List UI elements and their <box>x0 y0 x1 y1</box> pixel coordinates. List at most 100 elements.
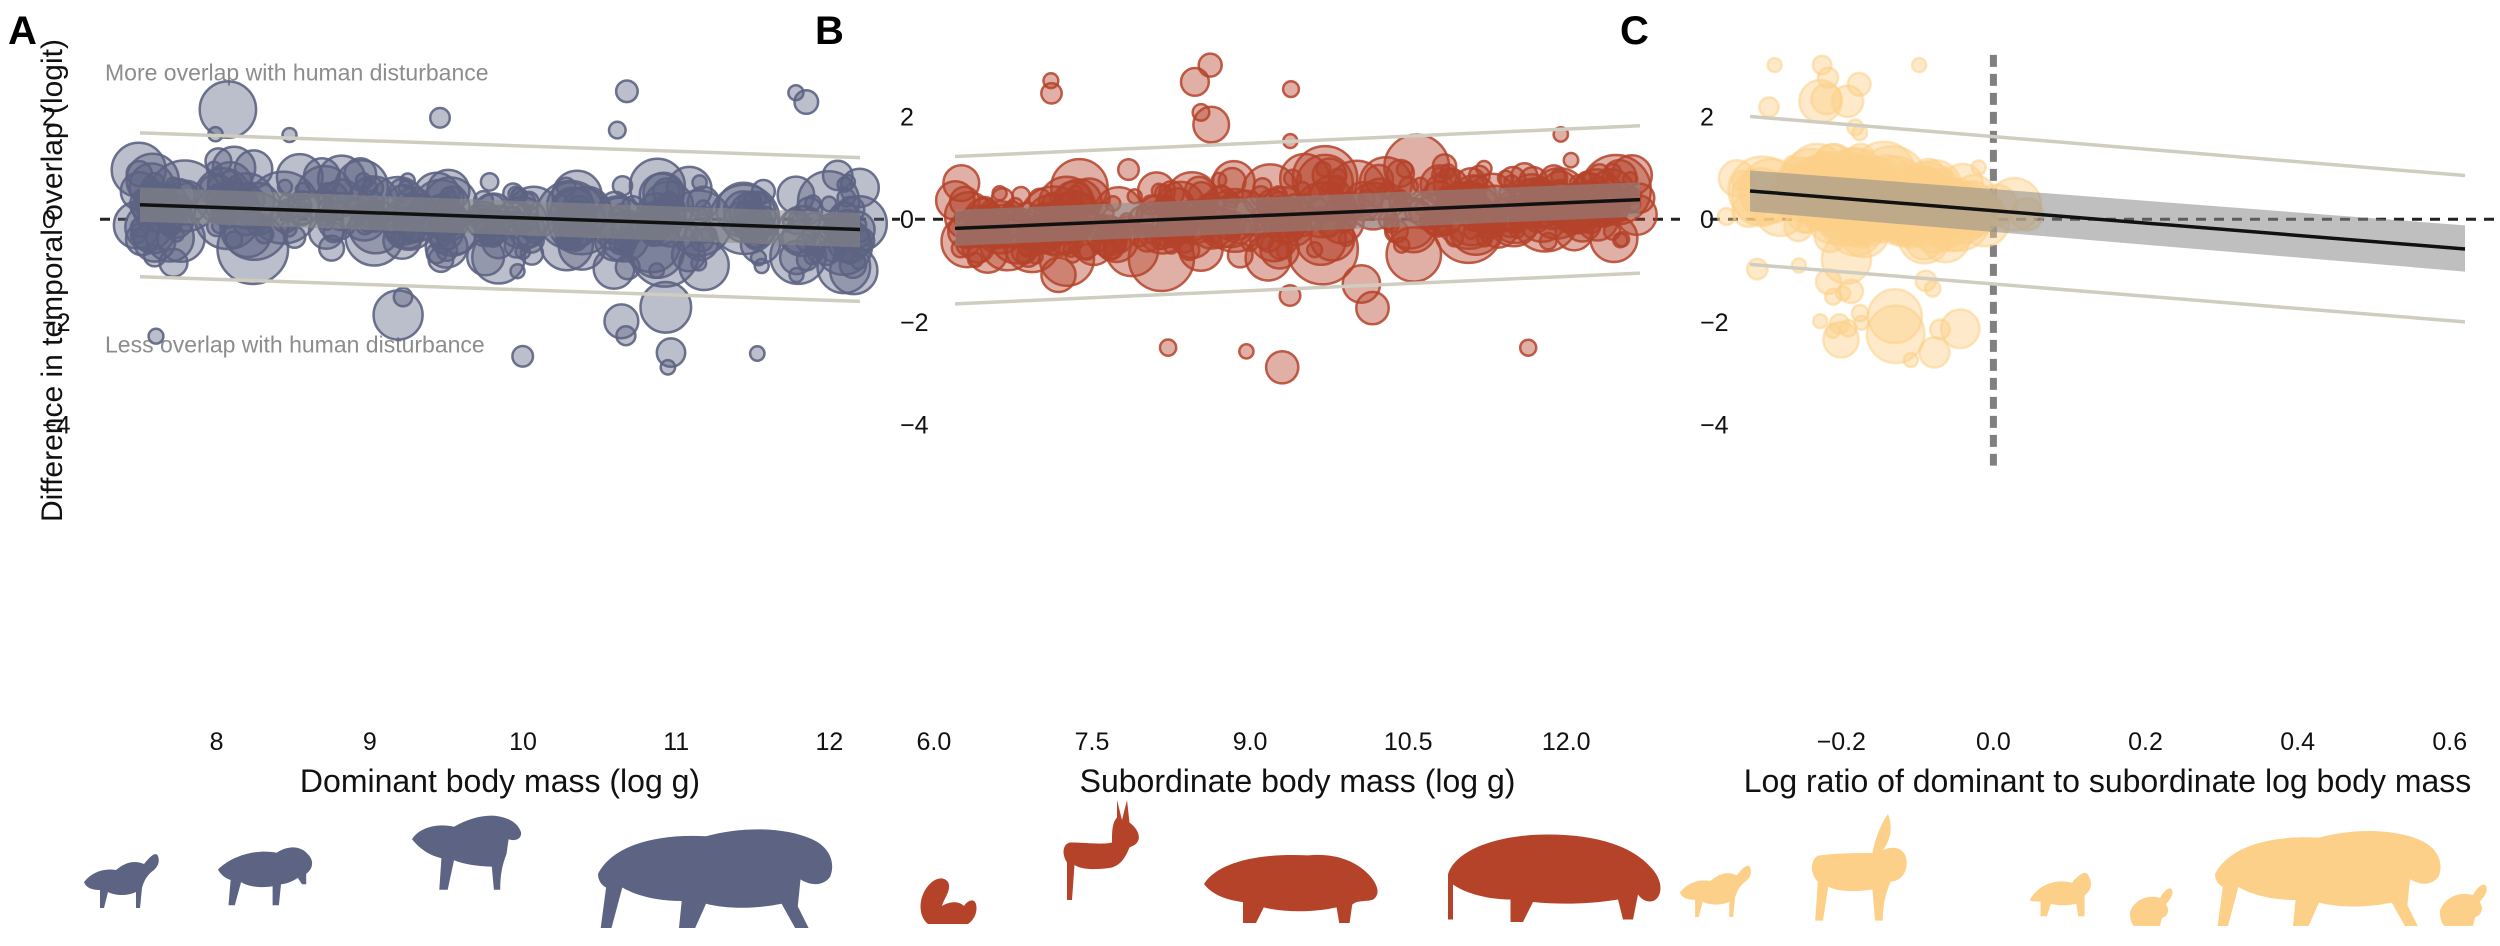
tapir-silhouette <box>1448 834 1661 922</box>
x-tick-label: 8 <box>210 728 224 756</box>
data-point <box>1294 180 1312 198</box>
antelope-silhouette <box>1063 800 1139 900</box>
data-point <box>1192 105 1231 144</box>
regression-line <box>954 197 1641 231</box>
data-point <box>147 327 165 345</box>
x-tick-label: 11 <box>663 728 689 756</box>
data-point <box>1315 160 1332 178</box>
data-point <box>787 83 805 102</box>
data-point <box>428 106 452 129</box>
data-point <box>1467 164 1491 188</box>
data-point <box>1822 320 1860 359</box>
data-point <box>614 79 639 104</box>
data-point <box>1550 168 1567 185</box>
data-point <box>1475 159 1493 178</box>
data-point <box>749 249 768 267</box>
data-point <box>392 286 414 308</box>
panel-a: A 2 0 −2 −4 8 9 10 11 12 Dominant body mass (log g… <box>8 9 900 928</box>
hyena-silhouette <box>412 815 522 890</box>
x-tick-label: −0.2 <box>1817 728 1866 756</box>
data-point <box>1252 176 1273 198</box>
data-point <box>1116 158 1141 182</box>
data-point <box>1431 153 1458 180</box>
data-point <box>1040 81 1063 105</box>
data-point <box>1538 231 1558 251</box>
data-point <box>1518 338 1538 357</box>
y-tick-label: 2 <box>1700 103 1714 131</box>
data-point <box>1816 66 1840 90</box>
x-tick-label: 0.0 <box>1976 728 2011 756</box>
y-tick-label: −2 <box>42 309 71 337</box>
data-point <box>1328 167 1348 187</box>
panel-letter: C <box>1620 9 1649 53</box>
prediction-interval-upper <box>954 123 1641 159</box>
prediction-interval-upper <box>139 131 861 160</box>
data-point <box>233 149 274 190</box>
data-point <box>198 80 258 140</box>
data-point <box>748 345 766 362</box>
squirrel-silhouette <box>920 878 977 924</box>
data-point <box>603 303 640 340</box>
data-point <box>1716 206 1737 227</box>
y-tick-label: −4 <box>42 412 71 440</box>
lynx-silhouette <box>2030 872 2091 917</box>
x-tick-label: 7.5 <box>1075 728 1110 756</box>
panel-letter: A <box>8 9 37 53</box>
data-point <box>1264 349 1300 385</box>
data-point <box>1758 96 1780 119</box>
regression-line <box>1749 189 2466 251</box>
prediction-interval-lower <box>954 271 1641 306</box>
data-point <box>1810 82 1843 116</box>
prediction-interval-lower <box>139 274 861 304</box>
silhouette-row <box>84 815 833 928</box>
jackal-silhouette <box>84 854 159 908</box>
data-point <box>1846 71 1872 97</box>
data-point <box>1281 79 1301 99</box>
hare-silhouette <box>2130 888 2173 926</box>
data-point <box>1910 56 1928 74</box>
data-point <box>1970 159 1987 176</box>
data-point <box>615 324 637 347</box>
y-tick-label: −4 <box>900 412 929 440</box>
data-point <box>1850 303 1870 323</box>
x-axis-label: Dominant body mass (log g) <box>300 763 700 799</box>
panel-b: B 2 0 −2 −4 6.0 7.5 9.0 10.5 12.0 Subordinate body… <box>815 9 1680 924</box>
x-tick-label: 12.0 <box>1542 728 1591 756</box>
x-tick-label: 0.6 <box>2432 728 2467 756</box>
y-tick-label: 0 <box>900 206 914 234</box>
x-tick-label: 6.0 <box>917 728 952 756</box>
data-point <box>1866 288 1924 345</box>
data-point <box>1602 222 1622 241</box>
data-point <box>1939 308 1981 350</box>
data-point <box>1042 72 1060 90</box>
data-point <box>158 247 189 278</box>
data-point <box>1865 304 1926 365</box>
data-point <box>1783 154 1801 173</box>
x-axis-label: Subordinate body mass (log g) <box>1080 763 1516 799</box>
data-point <box>1305 241 1324 259</box>
data-point <box>425 242 448 265</box>
data-point <box>1275 243 1293 260</box>
y-tick-label: 0 <box>1700 206 1714 234</box>
data-point <box>607 120 627 140</box>
data-point <box>361 179 379 196</box>
x-tick-label: 10 <box>509 728 537 756</box>
y-tick-label: 2 <box>900 103 914 131</box>
data-point <box>1811 54 1833 76</box>
data-point <box>1923 279 1942 298</box>
data-point <box>479 171 500 192</box>
data-point <box>1355 290 1390 326</box>
tiger-silhouette <box>598 829 833 928</box>
data-point <box>511 344 535 368</box>
data-point <box>793 88 820 116</box>
prediction-interval-lower <box>1749 262 2466 324</box>
annotation-more-overlap: More overlap with human disturbance <box>105 60 489 86</box>
data-point <box>1197 52 1223 78</box>
data-point <box>1213 184 1231 201</box>
data-point <box>1077 242 1097 261</box>
y-tick-label: −2 <box>1700 309 1729 337</box>
data-point <box>1838 278 1865 305</box>
data-point <box>795 248 819 272</box>
y-tick-label: −2 <box>900 309 929 337</box>
